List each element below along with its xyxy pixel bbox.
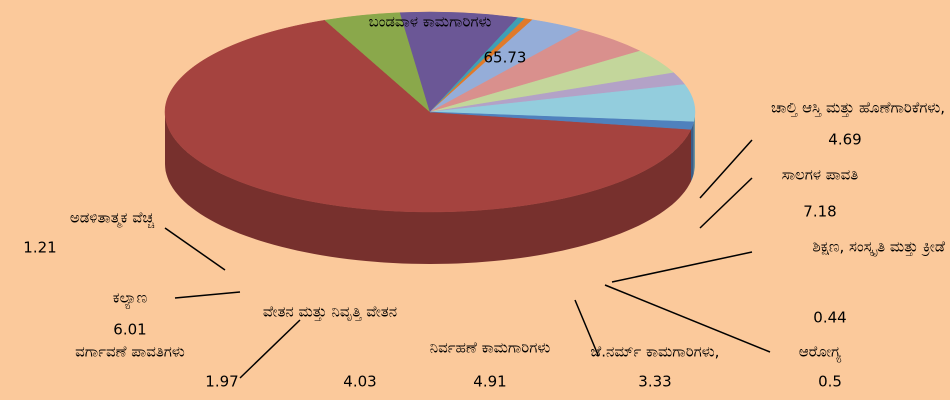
leader-line (574, 299, 599, 356)
leader-line (164, 227, 226, 271)
category-label: ಬಂಡವಾಳ ಕಾಮಗಾರಿಗಳು (369, 13, 492, 31)
value-label: 65.73 (484, 49, 527, 67)
category-label: ನಿರ್ವಹಣೆ ಕಾಮಗಾರಿಗಳು (430, 339, 551, 357)
value-label: 4.03 (343, 373, 376, 391)
leader-line (611, 251, 753, 283)
pie-side (693, 112, 695, 174)
leader-line (699, 177, 753, 229)
value-label: 6.01 (113, 321, 146, 339)
pie-side (691, 121, 694, 182)
category-label: ವೇತನ ಮತ್ತು ನಿವೃತ್ತಿ ವೇತನ (263, 303, 397, 322)
category-label: ವರ್ಗಾವಣೆ ಪಾವತಿಗಳು (75, 343, 185, 361)
labels: ಬಂಡವಾಳ ಕಾಮಗಾರಿಗಳು 65.73 ಚಾಲ್ತಿ ಆಸ್ತಿ ಮತ್ತು… (23, 13, 945, 391)
category-label: ಅಡಳಿತಾತ್ಮಕ ವೆಚ್ಚ (70, 209, 155, 229)
category-label: ಚಾಲ್ತಿ ಆಸ್ತಿ ಮತ್ತು ಹೊಣೆಗಾರಿಕೆಗಳು, (771, 99, 945, 117)
value-label: 7.18 (803, 203, 836, 221)
leader-line (174, 291, 241, 299)
pie-tops (164, 11, 696, 213)
pie-side (165, 112, 691, 264)
value-label: 4.91 (473, 373, 506, 391)
value-label: 0.5 (818, 373, 842, 391)
category-label: ಶಿಕ್ಷಣ, ಸಂಸ್ಕೃತಿ ಮತ್ತು ಕ್ರೀಡೆ (812, 238, 945, 258)
leader-line (699, 139, 753, 199)
leader-line (239, 319, 301, 379)
pie-slice (399, 11, 519, 113)
value-label: 4.69 (828, 131, 861, 149)
value-label: 1.21 (23, 239, 56, 257)
category-label: ಸಾಲಗಳ ಪಾವತಿ (782, 166, 859, 184)
value-label: 3.33 (638, 373, 671, 391)
category-label: ಕಲ್ಯಾಣ (113, 289, 147, 310)
pie-sides (165, 112, 695, 264)
leader-line (604, 284, 771, 353)
category-label: ಜೆ.ನರ್ಮ್ ಕಾಮಗಾರಿಗಳು, (591, 343, 720, 361)
category-label: ಆರೋಗ್ಯ (799, 343, 842, 363)
value-label: 0.44 (813, 309, 846, 327)
pie-slice (429, 111, 695, 130)
pie-slice (164, 19, 692, 213)
value-label: 1.97 (205, 373, 238, 391)
